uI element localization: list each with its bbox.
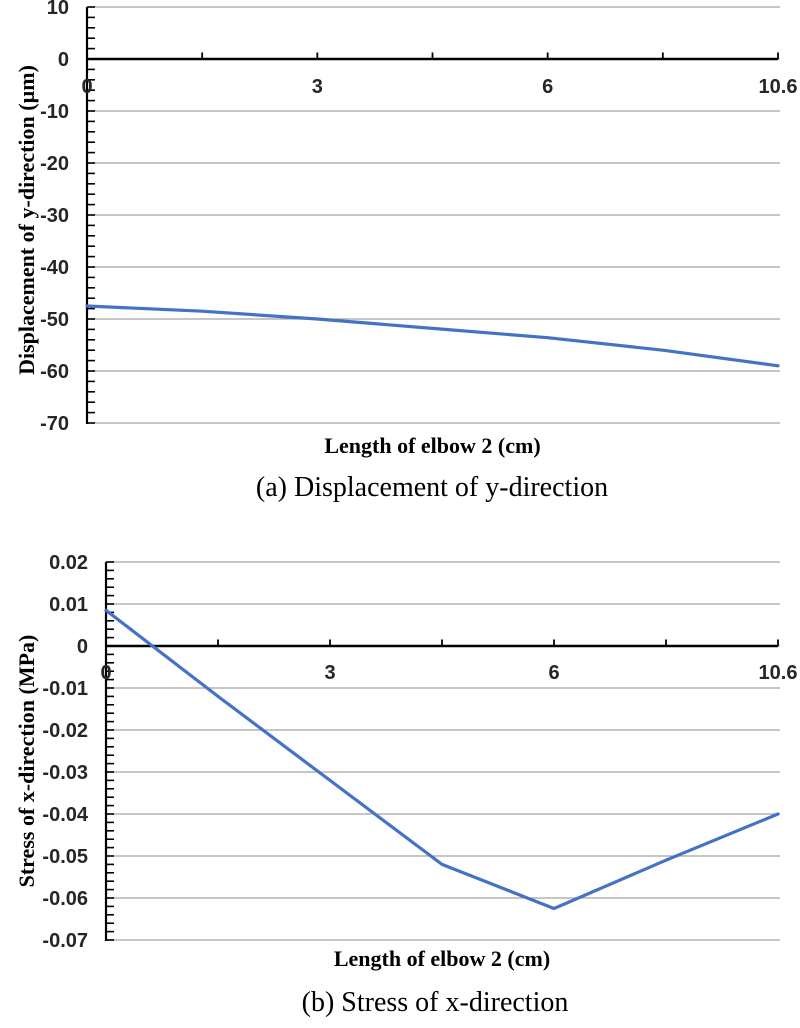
y-tick-label: -0.04 [42, 804, 88, 826]
x-tick-label: 0 [100, 662, 111, 684]
x-axis-title: Length of elbow 2 (cm) [334, 946, 550, 971]
caption-panel-a: (a) Displacement of y-direction [255, 472, 609, 503]
y-tick-label: -20 [40, 153, 69, 175]
x-tick-label: 0 [81, 76, 92, 98]
y-axis-title: Displacement of y-direction (µm) [14, 65, 39, 375]
y-tick-label: -10 [40, 101, 69, 123]
y-tick-label: -0.07 [42, 930, 88, 952]
x-axis-title: Length of elbow 2 (cm) [324, 433, 540, 458]
y-tick-label: 0 [77, 636, 88, 658]
y-tick-label: 0.02 [49, 552, 88, 574]
y-tick-label: -0.01 [42, 678, 88, 700]
series-line [85, 304, 780, 368]
y-tick-label: -70 [40, 413, 69, 435]
x-tick-label: 6 [542, 76, 553, 98]
x-tick-label: 6 [548, 662, 559, 684]
y-tick-label: -40 [40, 257, 69, 279]
x-tick-label: 3 [312, 76, 323, 98]
y-tick-label: -60 [40, 361, 69, 383]
x-tick-label: 3 [324, 662, 335, 684]
chart-displacement-y: 10 0 -10 -20 -30 -40 -50 -60 -70 0 3 6 10.6 Length of… [14, 0, 798, 458]
series-line [104, 608, 780, 911]
y-tick-label: -0.06 [42, 888, 88, 910]
caption-panel-b: (b) Stress of x-direction [301, 987, 569, 1018]
y-tick-label: -0.02 [42, 720, 88, 742]
x-tick-label: 10.6 [759, 76, 798, 98]
x-tick-label: 10.6 [759, 662, 798, 684]
chart-stress-x: 0.02 0.01 0 -0.01 -0.02 -0.03 -0.04 -0.05 -0.06 -… [14, 552, 798, 971]
y-tick-label: 0 [58, 49, 69, 71]
y-tick-label: 10 [47, 0, 69, 19]
y-tick-label: -30 [40, 205, 69, 227]
y-tick-label: 0.01 [49, 594, 88, 616]
y-tick-label: -0.03 [42, 762, 88, 784]
y-axis-title: Stress of x-direction (MPa) [14, 635, 39, 888]
y-tick-label: -50 [40, 309, 69, 331]
y-tick-label: -0.05 [42, 846, 88, 868]
